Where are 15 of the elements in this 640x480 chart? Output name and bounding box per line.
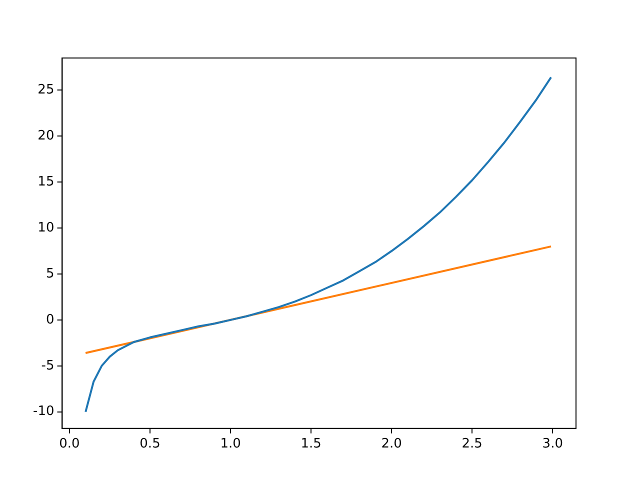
x-tick-label: 2.0 bbox=[381, 436, 402, 452]
x-tick-label: 1.5 bbox=[300, 436, 322, 452]
y-tick-label: 20 bbox=[38, 128, 54, 144]
x-tick-label: 0.0 bbox=[59, 436, 80, 452]
x-tick-label: 3.0 bbox=[542, 436, 563, 452]
x-tick-label: 2.5 bbox=[462, 436, 482, 452]
x-tick-label: 0.5 bbox=[140, 436, 160, 452]
y-tick-label: 25 bbox=[38, 82, 54, 98]
y-tick-label: -5 bbox=[41, 358, 54, 374]
y-tick-label: 0 bbox=[46, 312, 54, 328]
y-tick-label: -10 bbox=[33, 404, 54, 420]
y-tick-label: 5 bbox=[46, 266, 54, 282]
y-tick-label: 15 bbox=[38, 174, 54, 190]
y-tick-label: 10 bbox=[38, 220, 54, 236]
x-tick-label: 1.0 bbox=[220, 436, 241, 452]
